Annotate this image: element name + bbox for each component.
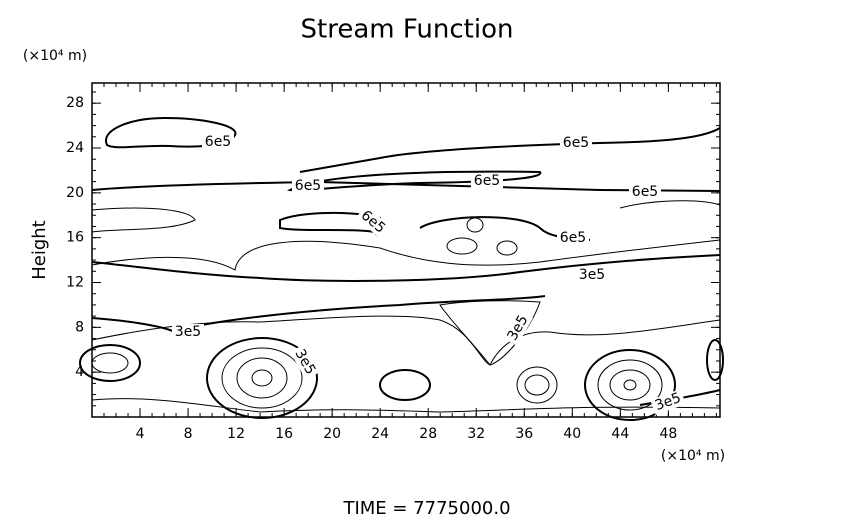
contour-label: 3e5: [175, 324, 201, 340]
y-tick-label: 28: [66, 95, 84, 111]
contour-ring: [466, 217, 484, 233]
contour-label: 6e5: [632, 184, 658, 200]
x-tick-label: 20: [323, 426, 341, 442]
label-bg: [576, 267, 608, 283]
contour-line: [299, 127, 721, 173]
y-tick-label: 16: [66, 230, 84, 246]
contour-ring: [609, 369, 651, 401]
x-tick-label: 12: [227, 426, 245, 442]
label-bg: [471, 173, 503, 189]
contour-label: 3e5: [653, 390, 683, 414]
y-axis-label: Height: [29, 220, 50, 280]
contour-ring: [623, 379, 637, 391]
contour-ring: [524, 374, 550, 396]
contour-line-thin: [91, 207, 196, 233]
contour-line: [286, 170, 542, 192]
contour-ring: [206, 337, 318, 419]
label-bg: [503, 310, 533, 346]
label-bg: [557, 230, 589, 246]
contour-ring: [597, 359, 663, 411]
y-tick-label: 4: [75, 364, 84, 380]
label-bg: [629, 184, 661, 200]
contour-label: 3e5: [579, 267, 605, 283]
x-unit: (×10⁴ m): [661, 448, 725, 464]
contour-line: [91, 295, 546, 334]
y-tick-label: 24: [66, 140, 84, 156]
label-bg: [650, 389, 686, 415]
contour-ring: [379, 369, 431, 401]
y-tick-label: 20: [66, 185, 84, 201]
contour-ring: [706, 339, 724, 381]
x-tick-label: 48: [659, 426, 677, 442]
contour-ring: [446, 237, 478, 255]
contour-line-thin: [91, 315, 721, 366]
contour-ring: [236, 357, 288, 399]
y-unit: (×10⁴ m): [23, 48, 87, 64]
contour-ring: [584, 349, 676, 421]
contour-label: 6e5: [205, 134, 231, 150]
contour-line: [105, 116, 237, 149]
contour-label: 6e5: [295, 178, 321, 194]
x-tick-label: 28: [419, 426, 437, 442]
x-tick-label: 8: [184, 426, 193, 442]
contour-line-thin: [91, 239, 721, 271]
label-bg: [202, 134, 234, 150]
x-tick-label: 40: [563, 426, 581, 442]
contour-ring: [251, 369, 273, 387]
chart-title: Stream Function: [301, 15, 514, 45]
contour-line-thin: [619, 200, 721, 209]
label-bg: [172, 324, 204, 340]
contour-line: [91, 254, 721, 282]
contour-ring: [496, 240, 518, 256]
y-tick-label: 12: [66, 275, 84, 291]
x-tick-label: 4: [136, 426, 145, 442]
contour-ring: [221, 347, 303, 409]
contour-ring: [91, 352, 129, 374]
label-bg: [292, 178, 324, 194]
contour-ring: [516, 366, 558, 404]
contour-label: 6e5: [474, 173, 500, 189]
contour-line: [639, 389, 721, 406]
x-tick-label: 44: [611, 426, 629, 442]
contour-line-thin: [439, 300, 541, 366]
contour-ring: [79, 344, 141, 382]
x-tick-label: 24: [371, 426, 389, 442]
x-tick-label: 36: [515, 426, 533, 442]
x-tick-label: 32: [467, 426, 485, 442]
contour-label: 6e5: [563, 135, 589, 151]
plot-frame: [91, 82, 721, 418]
contour-label: 6e5: [560, 230, 586, 246]
x-tick-label: 16: [275, 426, 293, 442]
label-bg: [355, 205, 391, 239]
label-bg: [290, 344, 320, 380]
contour-line-thin: [91, 398, 721, 413]
label-bg: [560, 135, 592, 151]
y-tick-label: 8: [75, 319, 84, 335]
footer: TIME = 7775000.0: [342, 498, 510, 519]
